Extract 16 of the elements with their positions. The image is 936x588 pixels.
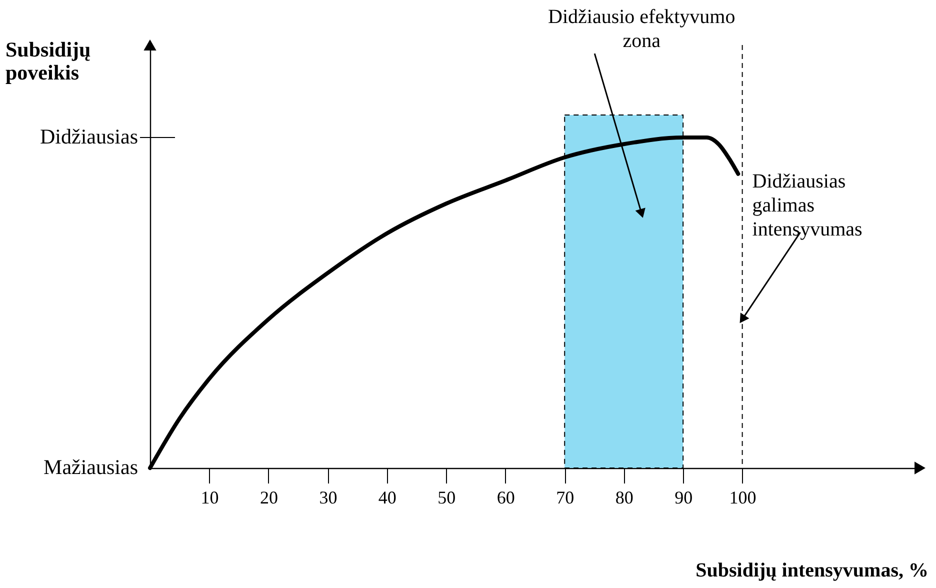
x-tick-label: 60: [496, 488, 515, 508]
text: Didžiausias: [40, 124, 138, 149]
x-tick-label: 40: [378, 488, 396, 508]
x-tick-label: 20: [260, 488, 278, 508]
annotation: Didžiausio efektyvumo zona: [548, 6, 736, 52]
x-tick-label: 70: [556, 488, 574, 508]
x-tick-label: 100: [729, 488, 756, 508]
y-axis-title: Subsidijų poveikis: [6, 38, 92, 84]
annotation: Didžiausias galimas intensyvumas: [752, 170, 863, 240]
x-tick-label: 90: [674, 488, 693, 508]
x-tick-label: 10: [200, 488, 219, 508]
text: Mažiausias: [44, 455, 138, 479]
x-axis-title: Subsidijų intensyvumas, %: [696, 560, 928, 582]
x-tick-label: 30: [319, 488, 338, 508]
x-tick-label: 50: [438, 488, 456, 508]
x-tick-label: 80: [615, 488, 634, 508]
